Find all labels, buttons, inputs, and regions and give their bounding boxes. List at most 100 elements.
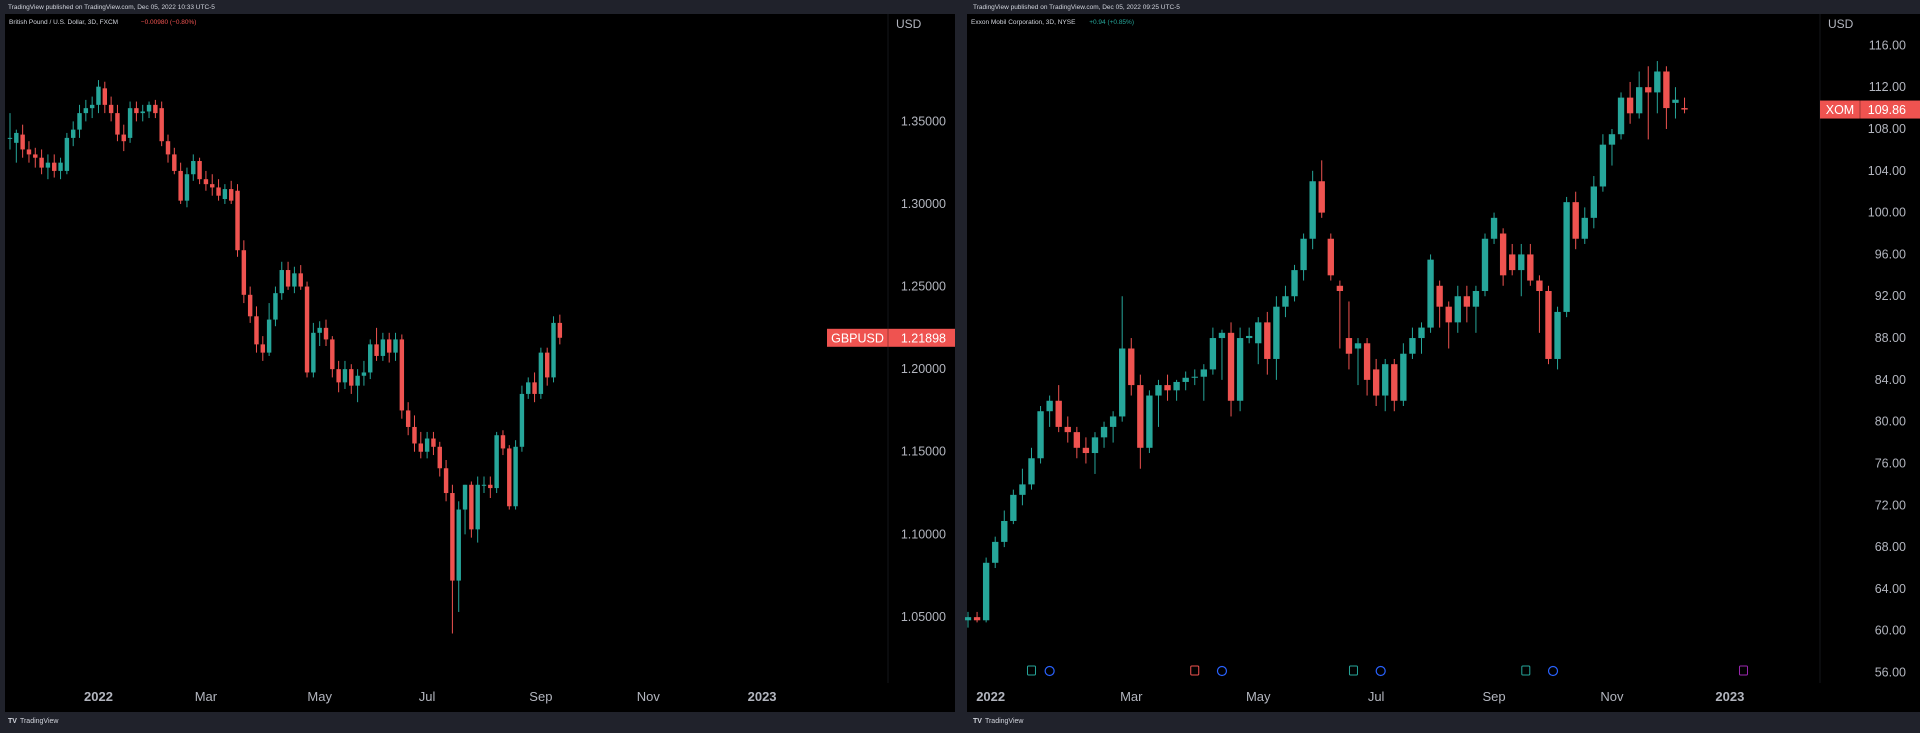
candle-up	[1019, 484, 1026, 495]
candle-down	[102, 88, 108, 105]
candle-up	[1672, 99, 1679, 103]
price-change: +0.94 (+0.85%)	[1089, 19, 1134, 26]
candle-down	[134, 108, 139, 114]
y-tick-label: 1.35000	[901, 114, 946, 128]
candle-down	[1336, 285, 1344, 292]
y-tick-label: 1.20000	[901, 362, 946, 376]
candle-down	[197, 161, 202, 180]
y-tick-label: 1.25000	[901, 280, 946, 294]
candle-down	[153, 104, 158, 114]
candle-up	[1472, 291, 1480, 307]
candle-up	[70, 129, 76, 138]
candle-down	[450, 493, 455, 581]
candle-down	[443, 468, 449, 494]
candle-up	[481, 484, 487, 486]
candle-down	[1545, 291, 1552, 359]
candle-up	[1046, 400, 1053, 412]
candle-down	[1372, 369, 1380, 396]
y-tick-label: 72.00	[1875, 498, 1906, 512]
candle-up	[222, 189, 228, 200]
candle-down	[1536, 280, 1543, 292]
candle-down	[507, 448, 512, 507]
x-tick-label: Sep	[1482, 689, 1505, 704]
candle-down	[1327, 238, 1334, 276]
candle-up	[342, 369, 348, 383]
candle-up	[1146, 395, 1153, 448]
y-tick-label: 112.00	[1869, 80, 1906, 94]
candle-down	[532, 382, 537, 394]
candle-down	[1318, 181, 1325, 213]
y-tick-label: 76.00	[1875, 456, 1906, 470]
candle-up	[1119, 348, 1126, 417]
symbol-title: Exxon Mobil Corporation, 3D, NYSE	[971, 19, 1076, 26]
candle-up	[77, 113, 82, 130]
candle-up	[1209, 338, 1217, 370]
candle-up	[1282, 296, 1289, 307]
candle-down	[1499, 233, 1507, 276]
candle-down	[405, 410, 411, 427]
candle-down	[399, 339, 405, 411]
currency-label: USD	[896, 17, 922, 31]
candle-up	[1028, 458, 1035, 485]
publish-line: TradingView published on TradingView.com…	[8, 4, 215, 11]
candle-down	[298, 273, 303, 287]
candle-up	[538, 352, 544, 394]
candle-down	[247, 294, 253, 317]
candle-down	[1227, 332, 1235, 401]
last-price-tag	[1820, 100, 1920, 119]
candle-up	[462, 484, 468, 510]
candle-down	[557, 322, 563, 338]
tag-price: 109.86	[1868, 103, 1906, 117]
candle-up	[1418, 327, 1425, 339]
earnings-marker-icon	[1738, 665, 1748, 676]
candle-up	[393, 339, 398, 353]
candle-up	[292, 273, 297, 287]
candle-up	[494, 435, 499, 489]
candle-down	[1509, 254, 1516, 271]
candle-down	[210, 184, 215, 188]
candle-down	[1055, 400, 1062, 427]
y-tick-label: 60.00	[1875, 624, 1906, 638]
candle-up	[965, 617, 972, 621]
dividend-marker-icon	[1375, 665, 1386, 677]
xom-chart[interactable]: Exxon Mobil Corporation, 3D, NYSE +0.94 (…	[965, 0, 1920, 733]
gbpusd-chart[interactable]: British Pound / U.S. Dollar, 3D, FXCM −0.…	[0, 0, 955, 733]
candle-up	[45, 162, 51, 168]
candle-up	[368, 344, 373, 373]
x-tick-label: May	[1246, 689, 1271, 704]
candle-down	[1064, 426, 1071, 433]
time-axis	[967, 683, 1920, 712]
footer-label: TradingView	[984, 718, 1024, 725]
x-tick-label: Nov	[637, 689, 661, 704]
x-tick-label: Jul	[419, 689, 436, 704]
candle-down	[285, 270, 291, 287]
x-tick-label: 2022	[976, 689, 1005, 704]
candle-up	[1590, 186, 1598, 218]
candle-up	[519, 393, 525, 447]
candle-up	[1563, 202, 1570, 312]
x-tick-label: Mar	[195, 689, 218, 704]
candle-down	[1527, 254, 1534, 281]
candle-down	[330, 339, 335, 370]
dividend-marker-icon	[1044, 665, 1055, 677]
candle-up	[273, 293, 278, 320]
candle-down	[1663, 71, 1670, 109]
candle-up	[1599, 144, 1607, 187]
candle-up	[1409, 338, 1416, 354]
candle-up	[1236, 338, 1244, 401]
candle-down	[544, 352, 550, 378]
candle-down	[39, 157, 44, 168]
candle-up	[317, 327, 322, 333]
candle-up	[1037, 411, 1044, 459]
y-tick-label: 1.05000	[901, 610, 946, 624]
candle-up	[7, 137, 13, 139]
candle-down	[1681, 108, 1688, 110]
candle-up	[89, 104, 95, 109]
candle-down	[1626, 97, 1634, 114]
candle-down	[235, 190, 240, 251]
candle-up	[1218, 332, 1226, 339]
candle-down	[108, 104, 114, 114]
candle-up	[526, 382, 531, 394]
tag-symbol: XOM	[1826, 103, 1854, 117]
candle-down	[52, 162, 57, 171]
